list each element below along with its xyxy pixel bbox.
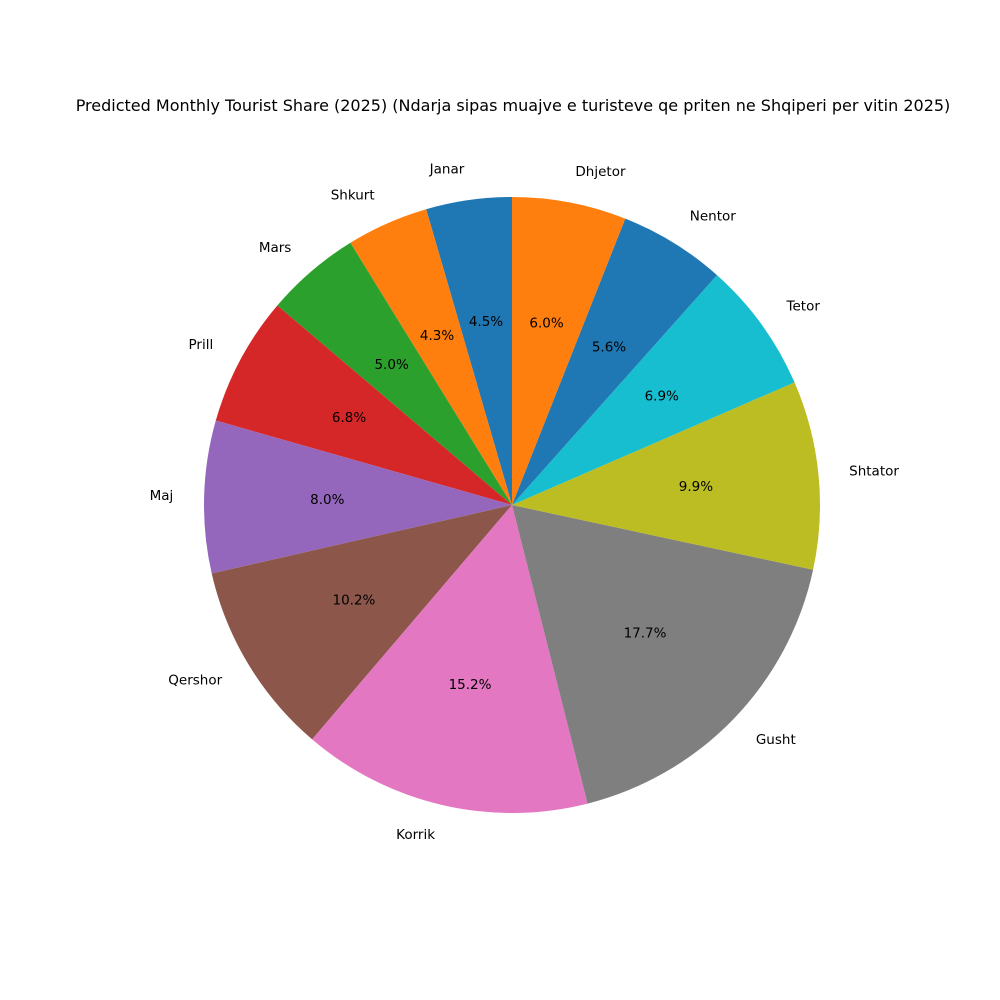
- pie-slice-maj: [203, 420, 512, 574]
- pie-slice-mars: [277, 242, 512, 506]
- slice-label-qershor: Qershor: [168, 673, 222, 689]
- slice-label-tetor: Tetor: [786, 298, 821, 314]
- slice-label-maj: Maj: [150, 488, 174, 504]
- pie-slice-janar: [426, 197, 512, 505]
- slice-label-gusht: Gusht: [756, 732, 796, 748]
- slice-value-shtator: 9.9%: [679, 479, 713, 495]
- slice-value-maj: 8.0%: [310, 492, 344, 508]
- slice-label-janar: Janar: [429, 162, 465, 178]
- slice-value-mars: 5.0%: [374, 357, 408, 373]
- slice-value-qershor: 10.2%: [332, 593, 375, 609]
- pie-slice-gusht: [512, 505, 814, 804]
- slice-label-mars: Mars: [259, 240, 292, 256]
- pie-slice-shkurt: [350, 209, 512, 505]
- pie-slice-korrik: [312, 505, 588, 813]
- pie-slice-prill: [215, 305, 513, 505]
- pie-slice-dhjetor: [512, 197, 626, 505]
- pie-slice-shtator: [512, 382, 820, 570]
- slice-label-dhjetor: Dhjetor: [575, 164, 626, 180]
- slice-value-gusht: 17.7%: [624, 625, 667, 641]
- slice-label-korrik: Korrik: [396, 827, 435, 843]
- slice-label-nentor: Nentor: [690, 209, 737, 225]
- slice-label-shkurt: Shkurt: [331, 187, 375, 203]
- slice-value-nentor: 5.6%: [592, 340, 626, 356]
- pie-slice-tetor: [512, 275, 795, 505]
- slice-label-shtator: Shtator: [849, 464, 899, 480]
- slice-label-prill: Prill: [189, 337, 214, 353]
- slice-value-shkurt: 4.3%: [420, 328, 454, 344]
- pie-slice-qershor: [211, 505, 512, 740]
- slice-value-janar: 4.5%: [469, 314, 503, 330]
- chart-title: Predicted Monthly Tourist Share (2025) (…: [75, 96, 951, 115]
- slice-value-dhjetor: 6.0%: [529, 315, 563, 331]
- slice-value-prill: 6.8%: [332, 410, 366, 426]
- pie-slice-nentor: [512, 218, 717, 505]
- slice-value-tetor: 6.9%: [645, 389, 679, 405]
- slice-value-korrik: 15.2%: [449, 677, 492, 693]
